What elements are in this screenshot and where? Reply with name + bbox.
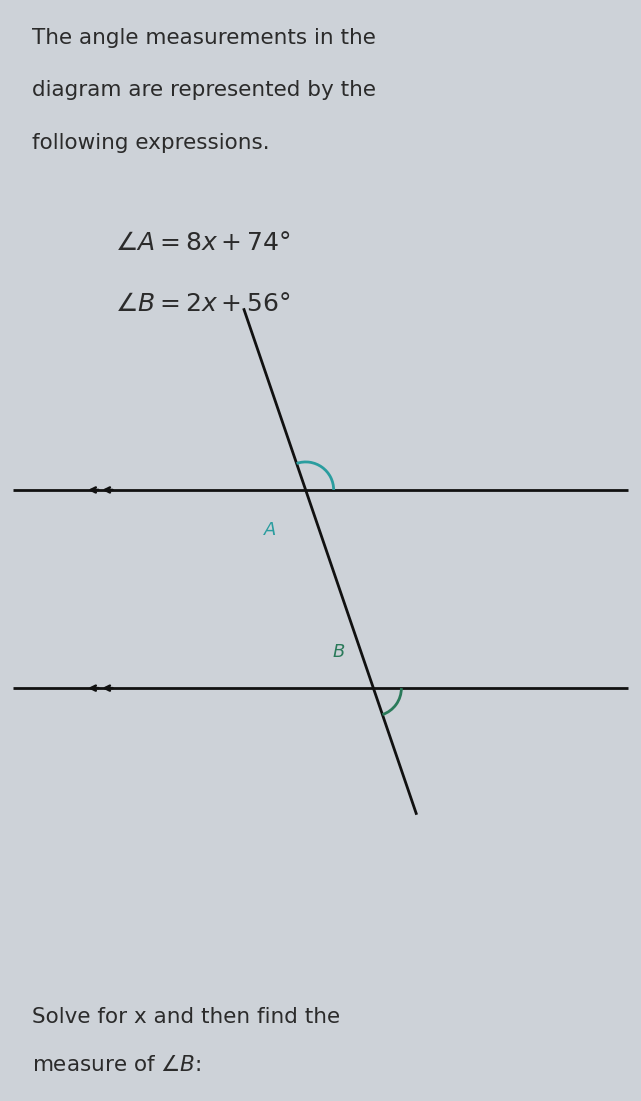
Text: Solve for x and then find the: Solve for x and then find the: [32, 1007, 340, 1027]
Text: measure of $\angle B$:: measure of $\angle B$:: [32, 1054, 201, 1075]
Text: following expressions.: following expressions.: [32, 133, 270, 153]
Text: diagram are represented by the: diagram are represented by the: [32, 80, 376, 100]
Text: $\angle B = 2x + 56°$: $\angle B = 2x + 56°$: [115, 292, 291, 316]
Text: $B$: $B$: [331, 643, 345, 661]
Text: $\angle A = 8x + 74°$: $\angle A = 8x + 74°$: [115, 231, 291, 255]
Text: $A$: $A$: [263, 521, 278, 538]
Text: The angle measurements in the: The angle measurements in the: [32, 28, 376, 47]
